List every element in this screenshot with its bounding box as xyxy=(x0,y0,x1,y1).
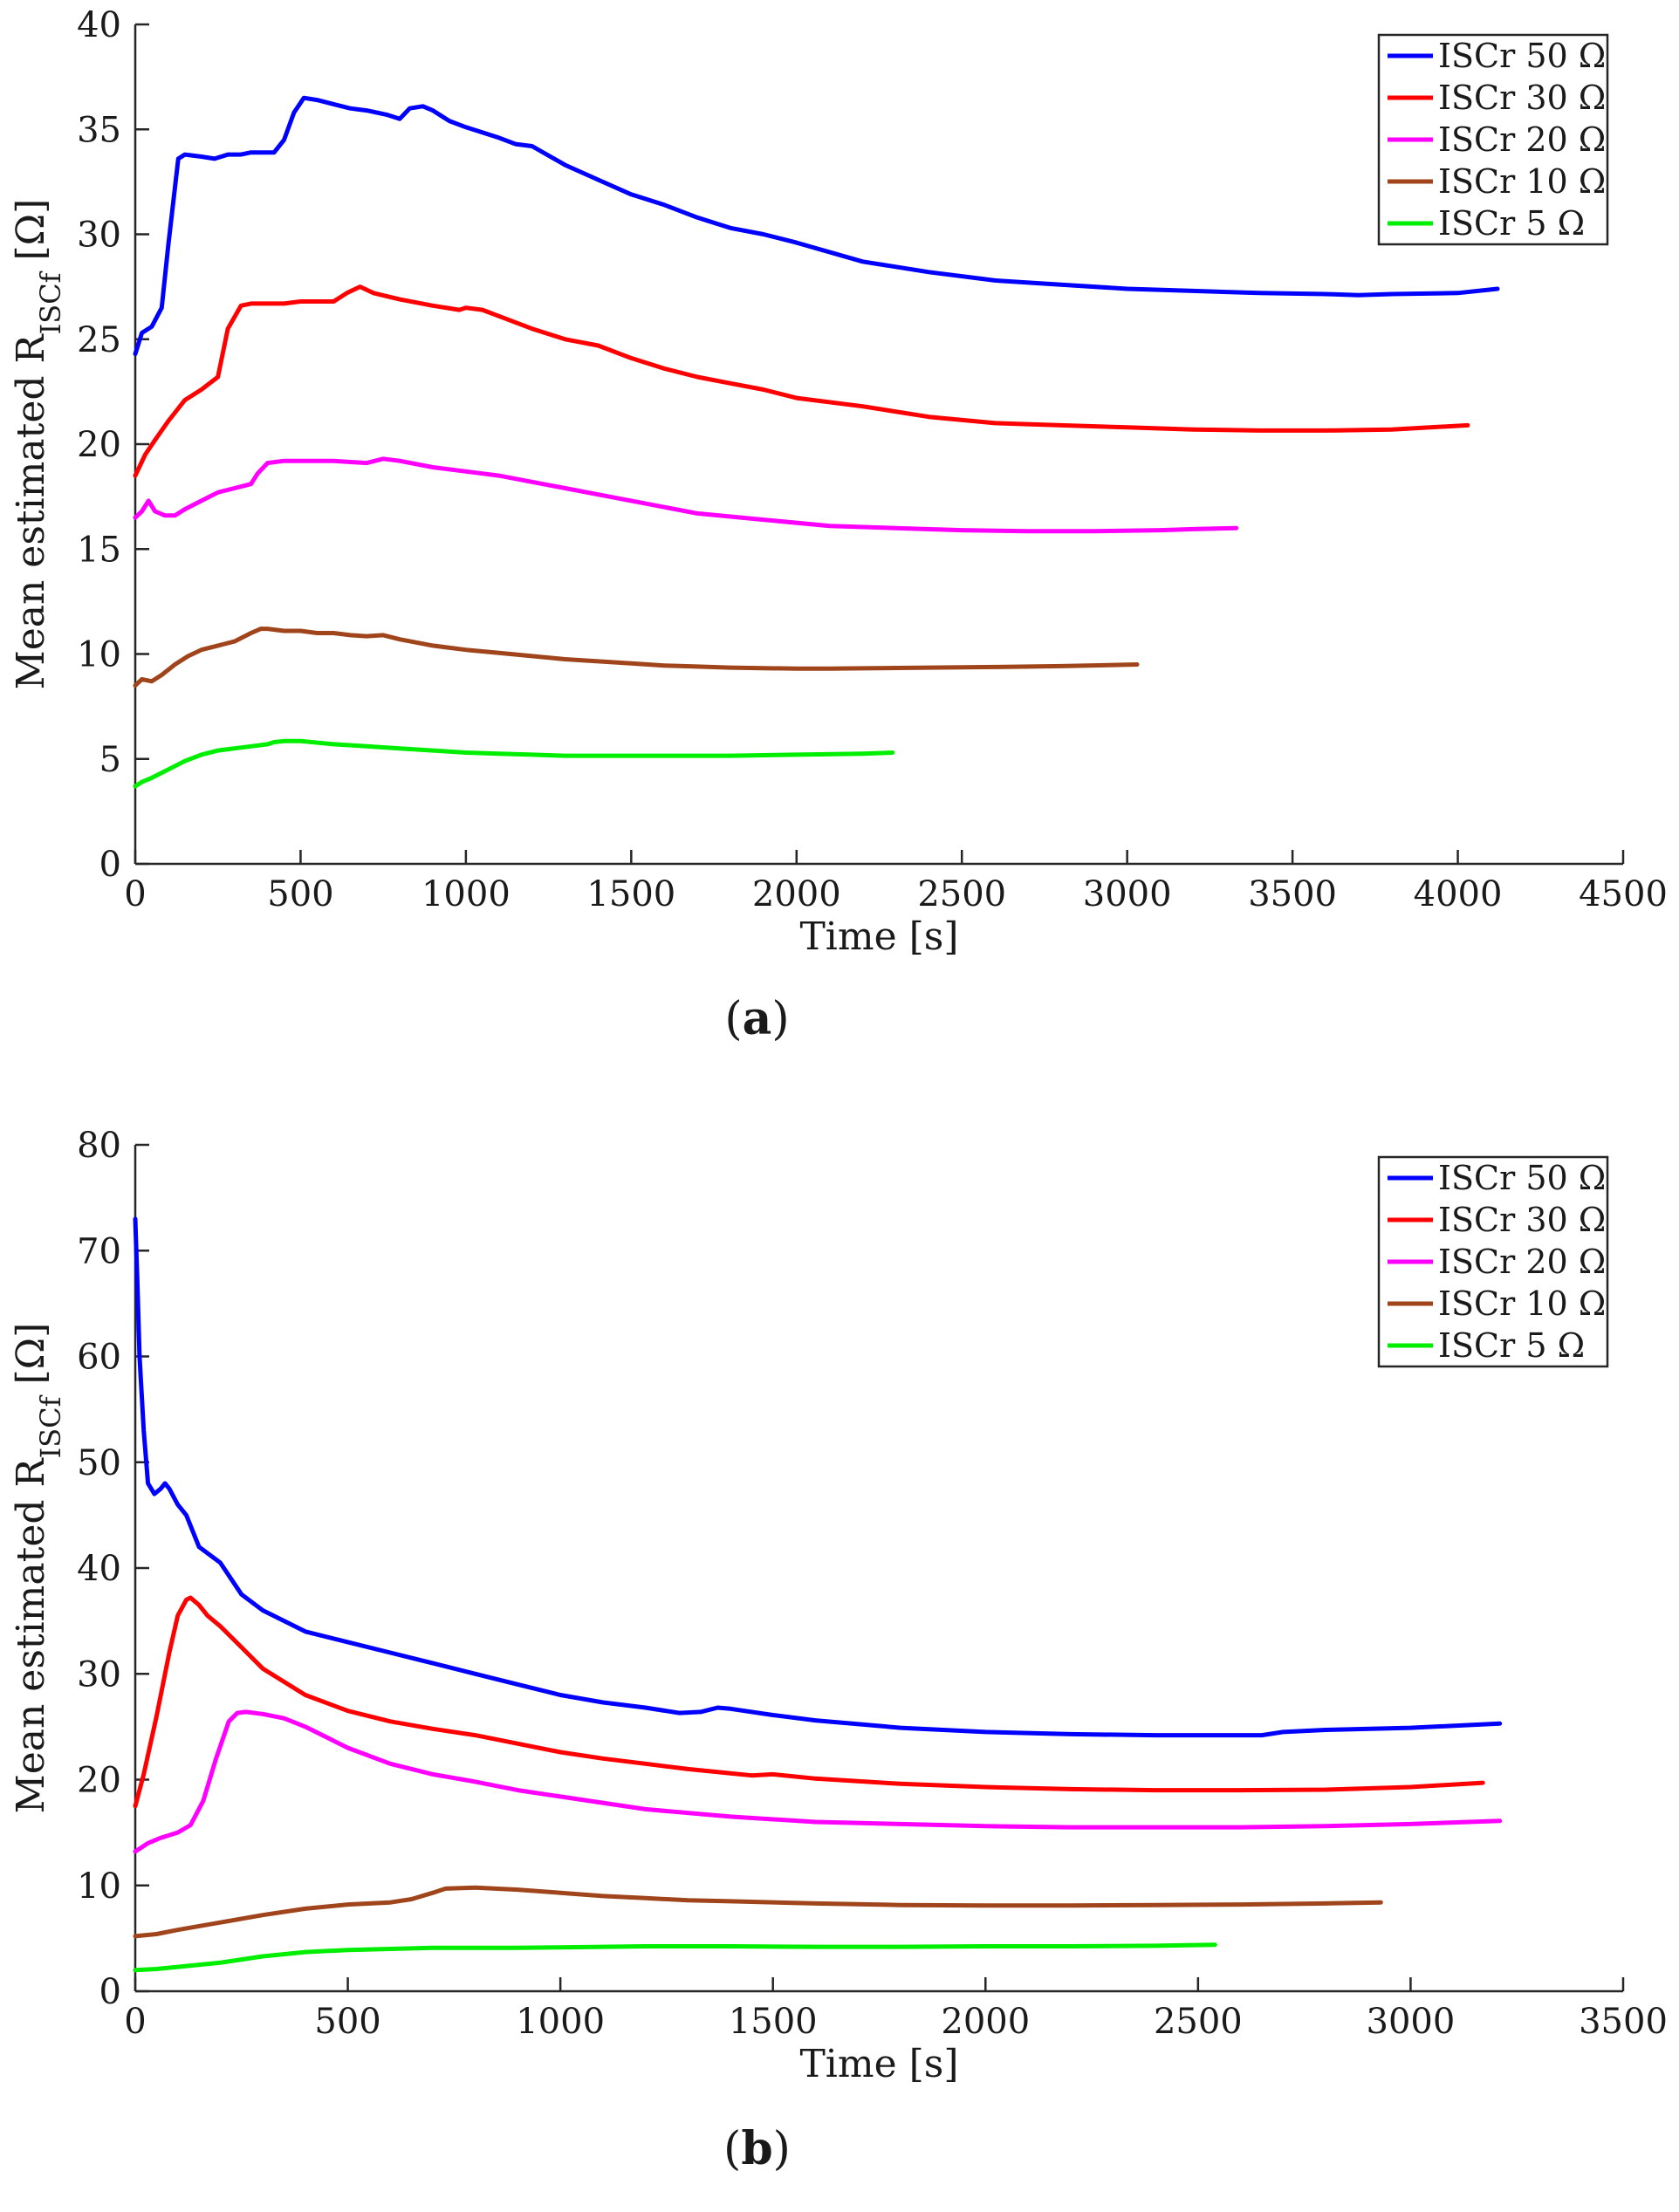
y-tick-label: 20 xyxy=(77,425,121,465)
y-tick-label: 25 xyxy=(77,320,121,360)
y-tick-label: 60 xyxy=(77,1338,121,1378)
series-line xyxy=(133,1942,1217,1973)
panel-label: (b) xyxy=(723,2122,791,2175)
x-tick-label: 4500 xyxy=(1579,874,1668,914)
y-tick-label: 80 xyxy=(77,1126,121,1166)
y-axis-title: Mean estimated RISCf [Ω] xyxy=(9,1323,67,1814)
panel-label: (a) xyxy=(724,992,789,1045)
y-tick-label: 50 xyxy=(77,1443,121,1483)
x-tick-label: 3500 xyxy=(1248,874,1337,914)
x-tick-label: 2000 xyxy=(941,2002,1030,2042)
y-tick-label: 20 xyxy=(77,1761,121,1801)
x-tick-label: 2500 xyxy=(917,874,1006,914)
x-tick-label: 0 xyxy=(124,874,146,914)
legend-label: ISCr 20 Ω xyxy=(1438,120,1606,159)
x-tick-label: 3000 xyxy=(1367,2002,1456,2042)
x-axis-title: Time [s] xyxy=(799,2042,958,2086)
x-tick-label: 1000 xyxy=(421,874,511,914)
x-tick-label: 1500 xyxy=(586,874,675,914)
y-tick-label: 15 xyxy=(77,530,121,570)
y-tick-label: 0 xyxy=(99,845,121,885)
y-tick-label: 30 xyxy=(77,1654,121,1695)
y-tick-label: 30 xyxy=(77,216,121,256)
legend-label: ISCr 50 Ω xyxy=(1438,37,1606,75)
y-tick-label: 5 xyxy=(99,740,121,780)
series-line xyxy=(133,1595,1485,1809)
legend-label: ISCr 30 Ω xyxy=(1438,79,1606,117)
chart-panel-b: 0 500 1000 1500 2000 2500 3000 3500 0 10 20 30 40 50 6… xyxy=(9,1126,1668,2175)
series-line xyxy=(133,1216,1503,1738)
series-line xyxy=(133,456,1239,534)
y-tick-label: 70 xyxy=(77,1231,121,1271)
y-tick-label: 10 xyxy=(77,1866,121,1907)
chart-panel-a: 0 500 1000 1500 2000 2500 3000 3500 4000 4500 0 5 10… xyxy=(9,5,1668,1045)
y-tick-label: 0 xyxy=(99,1972,121,2012)
series-line xyxy=(133,627,1140,688)
legend-label: ISCr 20 Ω xyxy=(1438,1243,1606,1281)
series-line xyxy=(133,1709,1503,1854)
x-tick-label: 3000 xyxy=(1083,874,1172,914)
series-line xyxy=(133,738,895,789)
legend-label: ISCr 5 Ω xyxy=(1438,1326,1585,1365)
legend-label: ISCr 50 Ω xyxy=(1438,1159,1606,1197)
legend-label: ISCr 10 Ω xyxy=(1438,1284,1606,1323)
legend-label: ISCr 10 Ω xyxy=(1438,162,1606,201)
y-tick-label: 40 xyxy=(77,5,121,45)
series-line xyxy=(133,284,1470,478)
y-tick-label: 10 xyxy=(77,635,121,675)
x-axis-title: Time [s] xyxy=(799,914,958,959)
x-tick-label: 500 xyxy=(314,2002,380,2042)
x-tick-label: 1000 xyxy=(516,2002,605,2042)
y-tick-label: 40 xyxy=(77,1549,121,1589)
x-tick-label: 2000 xyxy=(752,874,841,914)
series-line xyxy=(133,1885,1383,1939)
x-tick-label: 3500 xyxy=(1579,2002,1668,2042)
x-tick-label: 2500 xyxy=(1154,2002,1243,2042)
y-tick-label: 35 xyxy=(77,110,121,150)
x-tick-label: 0 xyxy=(124,2002,146,2042)
x-tick-label: 1500 xyxy=(729,2002,818,2042)
x-tick-label: 500 xyxy=(267,874,333,914)
series-line xyxy=(133,95,1500,357)
y-axis-title: Mean estimated RISCf [Ω] xyxy=(9,199,67,690)
x-tick-label: 4000 xyxy=(1414,874,1503,914)
legend-label: ISCr 30 Ω xyxy=(1438,1201,1606,1239)
legend-label: ISCr 5 Ω xyxy=(1438,204,1585,243)
